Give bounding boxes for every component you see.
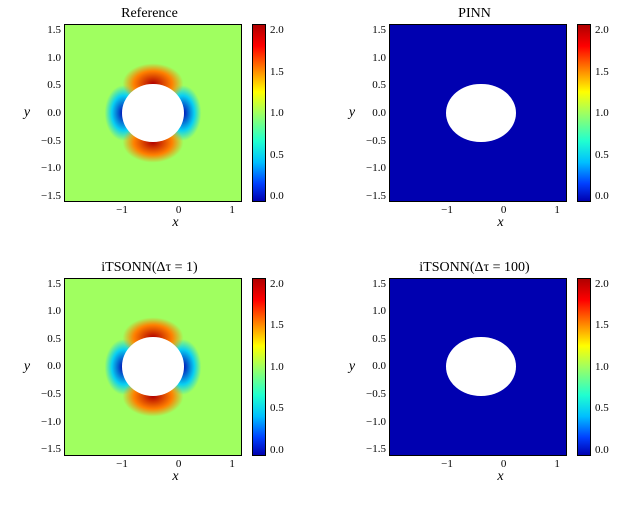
x-axis-label: x — [87, 469, 265, 485]
colorbar — [252, 24, 266, 202]
panel-itsonn-100: iTSONN(Δτ = 100) y 1.5 1.0 0.5 0.0 −0.5 … — [327, 262, 634, 502]
colorbar-ticks: 2.0 1.5 1.0 0.5 0.0 — [270, 24, 290, 202]
heatmap-plot — [389, 24, 567, 202]
x-axis-label: x — [412, 469, 590, 485]
heatmap-plot — [389, 278, 567, 456]
panel-title: PINN — [321, 6, 628, 22]
y-ticks: 1.5 1.0 0.5 0.0 −0.5 −1.0 −1.5 — [360, 24, 386, 202]
plot-row: y 1.5 1.0 0.5 0.0 −0.5 −1.0 −1.5 2.0 1.5… — [346, 278, 615, 456]
panel-title: Reference — [0, 6, 303, 22]
colorbar-wrap: 2.0 1.5 1.0 0.5 0.0 — [252, 24, 290, 202]
heatmap-plot — [64, 278, 242, 456]
panel-itsonn-1: iTSONN(Δτ = 1) y 1.5 1.0 0.5 0.0 −0.5 −1… — [2, 262, 309, 502]
panel-title: iTSONN(Δτ = 100) — [321, 260, 628, 276]
panel-title: iTSONN(Δτ = 1) — [0, 260, 303, 276]
hole-mask — [446, 337, 515, 396]
colorbar-wrap: 2.0 1.5 1.0 0.5 0.0 — [577, 24, 615, 202]
colorbar-ticks: 2.0 1.5 1.0 0.5 0.0 — [595, 24, 615, 202]
colorbar — [577, 278, 591, 456]
colorbar — [252, 278, 266, 456]
hole-mask — [122, 84, 184, 143]
colorbar-ticks: 2.0 1.5 1.0 0.5 0.0 — [595, 278, 615, 456]
colorbar-wrap: 2.0 1.5 1.0 0.5 0.0 — [252, 278, 290, 456]
figure-grid: Reference y 1.5 1.0 0.5 0.0 −0.5 −1.0 −1… — [0, 0, 640, 509]
colorbar — [577, 24, 591, 202]
y-ticks: 1.5 1.0 0.5 0.0 −0.5 −1.0 −1.5 — [360, 278, 386, 456]
plot-row: y 1.5 1.0 0.5 0.0 −0.5 −1.0 −1.5 2.0 1.5… — [346, 24, 615, 202]
y-axis-label: y — [346, 359, 358, 375]
y-axis-label: y — [21, 105, 33, 121]
heatmap-plot — [64, 24, 242, 202]
y-ticks: 1.5 1.0 0.5 0.0 −0.5 −1.0 −1.5 — [35, 278, 61, 456]
colorbar-ticks: 2.0 1.5 1.0 0.5 0.0 — [270, 278, 290, 456]
y-ticks: 1.5 1.0 0.5 0.0 −0.5 −1.0 −1.5 — [35, 24, 61, 202]
panel-pinn: PINN y 1.5 1.0 0.5 0.0 −0.5 −1.0 −1.5 2.… — [327, 8, 634, 248]
hole-mask — [446, 84, 515, 143]
plot-row: y 1.5 1.0 0.5 0.0 −0.5 −1.0 −1.5 2.0 1.5… — [21, 24, 290, 202]
hole-mask — [122, 337, 184, 396]
colorbar-wrap: 2.0 1.5 1.0 0.5 0.0 — [577, 278, 615, 456]
x-axis-label: x — [87, 215, 265, 231]
panel-reference: Reference y 1.5 1.0 0.5 0.0 −0.5 −1.0 −1… — [2, 8, 309, 248]
plot-row: y 1.5 1.0 0.5 0.0 −0.5 −1.0 −1.5 2.0 1.5… — [21, 278, 290, 456]
x-axis-label: x — [412, 215, 590, 231]
y-axis-label: y — [346, 105, 358, 121]
y-axis-label: y — [21, 359, 33, 375]
